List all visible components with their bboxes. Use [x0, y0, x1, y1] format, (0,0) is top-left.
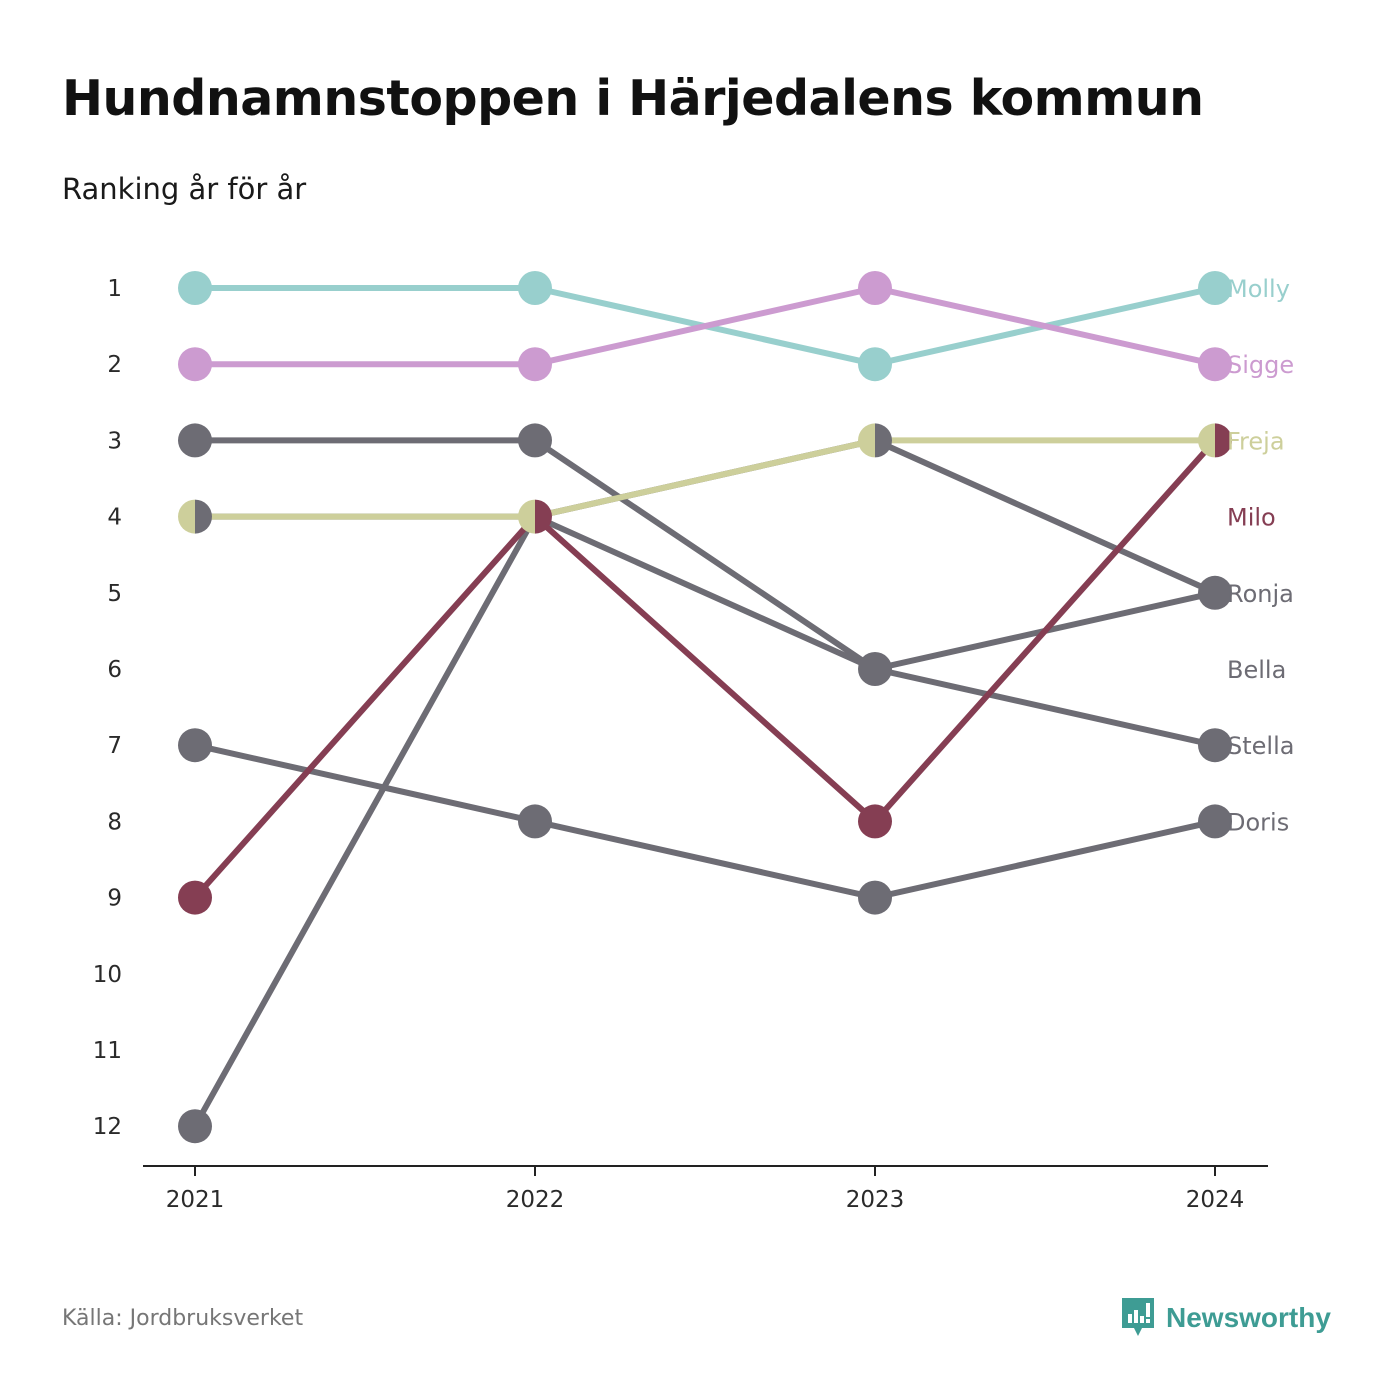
y-tick-label: 8	[107, 809, 122, 835]
source-note: Källa: Jordbruksverket	[62, 1306, 304, 1331]
series-line-sigge	[192, 285, 1218, 368]
points-layer	[178, 271, 1232, 1144]
x-tick-label: 2024	[1186, 1187, 1245, 1213]
point-doris	[178, 728, 212, 763]
point-sigge	[518, 347, 552, 382]
y-tick-label: 9	[107, 886, 122, 912]
point-sigge	[178, 347, 212, 382]
point-sigge	[1198, 347, 1232, 382]
brand-name: Newsworthy	[1166, 1302, 1331, 1333]
y-tick-label: 2	[107, 352, 122, 378]
point-bella	[178, 1109, 212, 1144]
series-label-molly: Molly	[1227, 275, 1290, 303]
series-line-freja	[192, 437, 1218, 520]
chart-title: Hundnamnstoppen i Härjedalens kommun	[62, 70, 1204, 127]
series-label-freja: Freja	[1227, 427, 1285, 455]
point-stella	[195, 499, 212, 534]
point-ronja	[178, 423, 212, 458]
series-label-bella: Bella	[1227, 656, 1286, 684]
point-freja	[858, 423, 875, 458]
point-milo	[858, 804, 892, 839]
series-label-sigge: Sigge	[1227, 351, 1294, 379]
y-tick-label: 10	[93, 962, 122, 988]
point-ronja	[518, 423, 552, 458]
y-tick-label: 1	[107, 276, 122, 302]
point-doris	[1198, 804, 1232, 839]
point-milo	[178, 880, 212, 915]
point-molly	[518, 271, 552, 305]
point-stella	[858, 652, 892, 686]
point-freja	[518, 499, 535, 534]
series-label-ronja: Ronja	[1227, 580, 1294, 608]
point-freja	[1198, 423, 1215, 458]
series-line-bella	[192, 437, 1218, 1130]
y-tick-label: 5	[107, 581, 122, 607]
point-sigge	[858, 271, 892, 305]
point-freja	[178, 499, 195, 534]
y-tick-label: 11	[93, 1038, 122, 1064]
y-tick-label: 3	[107, 428, 122, 454]
labels-layer: Molly Sigge Freja Milo Ronja Bella Stella Doris	[1227, 275, 1294, 836]
point-molly	[178, 271, 212, 305]
x-tick-label: 2021	[166, 1187, 225, 1213]
point-milo	[535, 499, 552, 534]
point-doris	[858, 880, 892, 915]
y-tick-label: 12	[93, 1114, 122, 1140]
point-stella	[1198, 728, 1232, 763]
point-bella	[875, 423, 892, 458]
point-bella	[1198, 575, 1232, 610]
series-line-doris	[192, 742, 1218, 901]
y-tick-label: 7	[107, 733, 122, 759]
x-tick-label: 2022	[506, 1187, 565, 1213]
point-milo	[1215, 423, 1232, 458]
point-molly	[858, 347, 892, 382]
series-line-stella	[192, 513, 1218, 749]
lines-layer	[192, 285, 1218, 1130]
point-doris	[518, 804, 552, 839]
y-tick-label: 4	[107, 505, 122, 531]
series-label-doris: Doris	[1227, 808, 1289, 836]
x-tick-label: 2023	[846, 1187, 905, 1213]
series-line-ronja	[192, 437, 1218, 672]
chart-subtitle: Ranking år för år	[62, 172, 307, 206]
series-line-milo	[192, 437, 1218, 901]
point-molly	[1198, 271, 1232, 305]
y-tick-label: 6	[107, 657, 122, 683]
series-label-stella: Stella	[1227, 732, 1294, 760]
newsworthy-logo-icon	[1122, 1298, 1154, 1336]
brand-logo: Newsworthy	[1120, 1296, 1331, 1340]
series-label-milo: Milo	[1227, 504, 1276, 532]
